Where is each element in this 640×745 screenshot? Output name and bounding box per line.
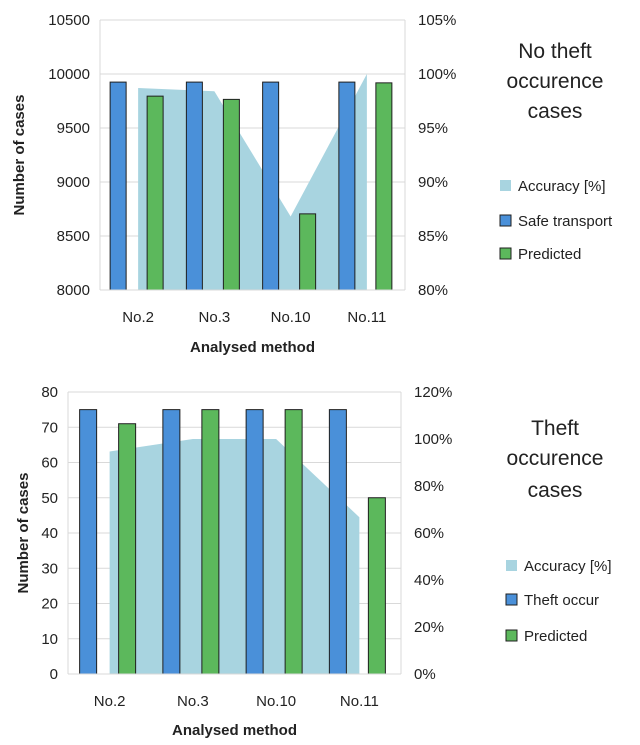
legend-label: Predicted xyxy=(518,246,581,263)
legend-swatch xyxy=(505,593,518,606)
y-tick-label: 10500 xyxy=(48,12,90,29)
y2-tick-label: 120% xyxy=(414,384,452,401)
x-axis-title: Analysed method xyxy=(190,339,315,356)
x-tick-label: No.11 xyxy=(340,693,379,710)
y-tick-label: 40 xyxy=(41,525,58,542)
y2-tick-label: 85% xyxy=(418,228,448,245)
bar-theft-occur xyxy=(328,409,347,675)
bar-predicted xyxy=(367,497,386,675)
y-tick-label: 8000 xyxy=(57,282,90,299)
y-tick-label: 50 xyxy=(41,490,58,507)
legend-label: Predicted xyxy=(524,628,587,645)
legend-label: Accuracy [%] xyxy=(518,178,606,195)
chart-title-line: Theft xyxy=(531,417,579,440)
chart-title-line: cases xyxy=(528,479,583,502)
y2-tick-label: 60% xyxy=(414,525,444,542)
x-tick-label: No.10 xyxy=(271,309,311,326)
x-tick-label: No.11 xyxy=(347,309,386,326)
chart-title-line: occurence xyxy=(507,447,604,470)
y-tick-label: 9000 xyxy=(57,174,90,191)
y2-tick-label: 80% xyxy=(418,282,448,299)
bar-predicted xyxy=(299,213,317,291)
bar-safe-transport xyxy=(338,81,356,291)
y-tick-label: 9500 xyxy=(57,120,90,137)
x-tick-label: No.3 xyxy=(199,309,231,326)
bar-theft-occur xyxy=(79,409,98,675)
y-tick-label: 10 xyxy=(41,631,58,648)
y-tick-label: 0 xyxy=(50,666,58,683)
bar-predicted xyxy=(375,82,393,291)
bar-theft-occur xyxy=(245,409,264,675)
legend-swatch xyxy=(499,247,512,260)
bar-theft-occur xyxy=(162,409,181,675)
y-tick-label: 30 xyxy=(41,560,58,577)
y2-tick-label: 40% xyxy=(414,572,444,589)
x-tick-label: No.3 xyxy=(177,693,209,710)
chart-title-line: No theft xyxy=(518,40,592,63)
bar-predicted xyxy=(201,409,220,675)
y-tick-label: 70 xyxy=(41,419,58,436)
legend-label: Theft occur xyxy=(524,592,599,609)
chart-2: 0 10 20 30 40 50 60 70 80 0% 20% 40% 60% 80% 100% 120% N… xyxy=(15,384,612,739)
y-tick-label: 20 xyxy=(41,596,58,613)
y-tick-label: 60 xyxy=(41,455,58,472)
y2-tick-label: 95% xyxy=(418,120,448,137)
legend-swatch xyxy=(499,214,512,227)
y2-tick-label: 90% xyxy=(418,174,448,191)
x-tick-label: No.2 xyxy=(94,693,126,710)
x-tick-label: No.2 xyxy=(122,309,154,326)
y2-tick-label: 0% xyxy=(414,666,436,683)
x-tick-label: No.10 xyxy=(256,693,296,710)
bar-predicted xyxy=(284,409,303,675)
bar-safe-transport xyxy=(109,81,127,291)
y-tick-label: 80 xyxy=(41,384,58,401)
y2-tick-label: 80% xyxy=(414,478,444,495)
legend-swatch xyxy=(506,560,517,571)
accuracy-area xyxy=(138,74,367,290)
legend-swatch xyxy=(500,180,511,191)
chart-1: 8000 8500 9000 9500 10000 10500 80% 85% 90% 95% 10… xyxy=(11,12,613,356)
accuracy-area xyxy=(109,439,360,674)
y2-tick-label: 100% xyxy=(414,431,452,448)
legend-label: Accuracy [%] xyxy=(524,558,612,575)
y2-tick-label: 20% xyxy=(414,619,444,636)
chart-title-line: cases xyxy=(528,100,583,123)
bar-predicted xyxy=(146,95,164,291)
x-axis-title: Analysed method xyxy=(172,722,297,739)
bar-predicted xyxy=(222,98,240,291)
bar-safe-transport xyxy=(185,81,203,291)
y2-tick-label: 105% xyxy=(418,12,456,29)
bar-safe-transport xyxy=(262,81,280,291)
bar-predicted xyxy=(118,423,137,675)
y-axis-title: Number of cases xyxy=(15,473,32,594)
y-tick-label: 8500 xyxy=(57,228,90,245)
y-tick-label: 10000 xyxy=(48,66,90,83)
y-axis-title: Number of cases xyxy=(11,95,28,216)
legend-label: Safe transport xyxy=(518,213,613,230)
y2-tick-label: 100% xyxy=(418,66,456,83)
chart-title-line: occurence xyxy=(507,70,604,93)
legend-swatch xyxy=(505,629,518,642)
